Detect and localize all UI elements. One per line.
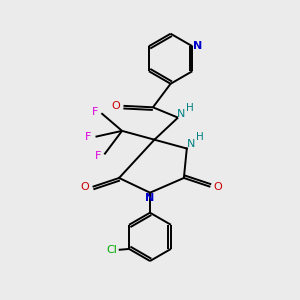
Text: F: F — [95, 151, 101, 161]
Text: O: O — [213, 182, 222, 192]
Text: N: N — [193, 41, 202, 51]
Text: F: F — [85, 132, 92, 142]
Text: F: F — [92, 107, 98, 117]
Text: N: N — [146, 193, 154, 203]
Text: N: N — [187, 139, 195, 148]
Text: H: H — [187, 103, 194, 113]
Text: O: O — [81, 182, 90, 192]
Text: N: N — [177, 109, 185, 119]
Text: O: O — [112, 101, 121, 111]
Text: Cl: Cl — [106, 245, 117, 255]
Text: H: H — [196, 132, 204, 142]
